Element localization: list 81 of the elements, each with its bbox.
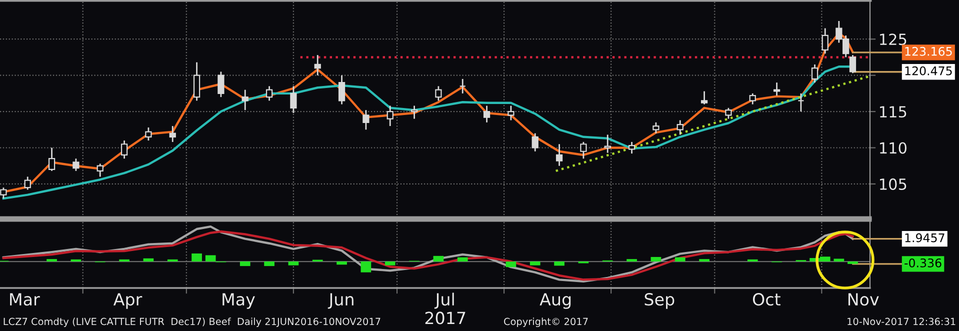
- candlestick: [218, 71, 224, 98]
- candlestick: [798, 92, 804, 112]
- y-tick-label: 110: [880, 142, 906, 154]
- bar: [699, 259, 710, 262]
- annotation: 120.475: [905, 66, 952, 76]
- candlestick: [386, 105, 394, 127]
- candlestick: [700, 90, 708, 105]
- candlestick: [822, 28, 828, 54]
- bar: [747, 259, 758, 262]
- bar: [143, 258, 154, 262]
- bar: [554, 262, 564, 266]
- candlestick: [483, 105, 490, 124]
- candlestick: [532, 132, 538, 152]
- candlestick: [604, 134, 611, 154]
- y-tick-label: 115: [880, 106, 906, 118]
- candlestick: [676, 120, 684, 136]
- text: LCZ7 Comdty (LIVE CATTLE FUTR Dec17) Beef Daily 21JUN2016-10NOV2017: [4, 318, 380, 328]
- candlestick: [773, 82, 780, 96]
- candlestick: [508, 105, 514, 121]
- candlestick: [169, 125, 176, 143]
- bar: [834, 258, 844, 262]
- candlestick: [266, 85, 273, 102]
- candlestick: [459, 78, 466, 94]
- candlestick: [725, 107, 732, 120]
- candlestick: [410, 105, 418, 120]
- bar: [288, 262, 299, 266]
- bar: [384, 262, 396, 266]
- candlestick: [849, 54, 856, 74]
- bar: [506, 262, 516, 268]
- bar: [46, 259, 57, 262]
- bar: [205, 255, 216, 262]
- candlestick: [145, 126, 152, 142]
- candlestick: [435, 85, 442, 102]
- y-tick-label: 105: [880, 178, 906, 190]
- bar: [336, 262, 347, 265]
- x-tick-label: Aug: [540, 293, 571, 309]
- candlestick: [749, 92, 756, 105]
- candlestick: [314, 54, 321, 76]
- x-tick-label: Oct: [752, 293, 780, 306]
- bar: [674, 257, 686, 262]
- candlestick: [811, 64, 818, 84]
- candlestick: [580, 141, 587, 160]
- x-tick-label: Nov: [848, 293, 879, 306]
- candlestick: [242, 89, 248, 111]
- x-tick-label: Jun: [328, 293, 354, 309]
- candlestick: [338, 74, 346, 105]
- candlestick: [48, 147, 56, 172]
- bar: [192, 253, 202, 262]
- candlestick: [556, 143, 563, 167]
- bar: [650, 256, 662, 262]
- candlestick: [628, 141, 636, 154]
- bar: [360, 262, 372, 272]
- bar: [626, 259, 637, 262]
- candlestick: [290, 85, 297, 114]
- x-tick-label: Apr: [113, 293, 142, 309]
- candlestick: [120, 140, 128, 160]
- bar: [167, 259, 178, 262]
- x-tick-label: Sep: [644, 293, 674, 309]
- candlestick: [652, 122, 660, 134]
- bar: [264, 262, 274, 266]
- candlestick: [0, 186, 7, 200]
- text: Copyright© 2017: [504, 318, 588, 328]
- candlestick: [72, 158, 80, 172]
- text: 10-Nov-2017 12:36:31: [848, 318, 956, 326]
- x-tick-label: Mar: [10, 293, 40, 306]
- x-tick-label: Jul 2017: [425, 292, 466, 324]
- annotation: 1.9457: [905, 233, 944, 242]
- candlestick: [193, 62, 200, 102]
- x-tick-label: May: [222, 293, 255, 309]
- bar: [433, 256, 444, 262]
- bar: [70, 259, 82, 262]
- y-tick-label: 125: [880, 34, 906, 46]
- candlestick: [362, 109, 370, 130]
- annotation: 123.165: [905, 46, 952, 56]
- bar: [119, 259, 130, 262]
- candlestick: [96, 162, 104, 178]
- bar: [240, 262, 250, 266]
- candlestick: [24, 176, 31, 190]
- annotation: -0.336: [904, 258, 942, 268]
- bar: [530, 262, 540, 266]
- bar: [457, 257, 468, 262]
